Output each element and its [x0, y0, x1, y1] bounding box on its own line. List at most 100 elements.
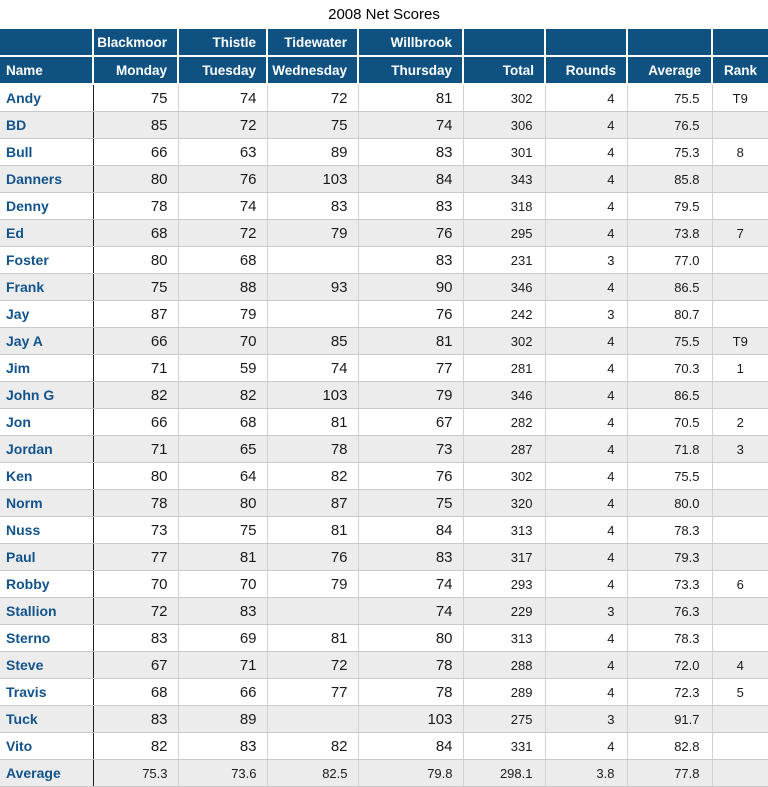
player-name: Norm: [0, 489, 94, 517]
average-value: 80.7: [627, 300, 713, 328]
player-name: Jon: [0, 408, 94, 436]
score-tuesday: 71: [178, 651, 268, 679]
table-row: John G 82 82 103 79 346 4 86.5: [0, 381, 768, 409]
score-tuesday: 75: [178, 516, 268, 544]
score-monday: 71: [93, 435, 179, 463]
average-value: 86.5: [627, 381, 713, 409]
score-thursday: 78: [358, 678, 464, 706]
score-wednesday: 82: [267, 732, 359, 760]
score-tuesday: 59: [178, 354, 268, 382]
rank-value: T9: [712, 327, 768, 355]
table-row: Steve 67 71 72 78 288 4 72.0 4: [0, 651, 768, 679]
player-name: Paul: [0, 543, 94, 571]
table-row: Foster 80 68 83 231 3 77.0: [0, 246, 768, 274]
total-value: 231: [463, 246, 546, 274]
score-monday: 68: [93, 678, 179, 706]
net-scores-table: Blackmoor Thistle Tidewater Willbrook Na…: [0, 29, 768, 787]
table-row: Danners 80 76 103 84 343 4 85.8: [0, 165, 768, 193]
rounds-value: 4: [545, 732, 628, 760]
score-tuesday: 82: [178, 381, 268, 409]
table-row: Jon 66 68 81 67 282 4 70.5 2: [0, 408, 768, 436]
score-wednesday: 75: [267, 111, 359, 139]
score-tuesday: 74: [178, 192, 268, 220]
rank-value: 4: [712, 651, 768, 679]
table-row: Nuss 73 75 81 84 313 4 78.3: [0, 516, 768, 544]
total-value: 295: [463, 219, 546, 247]
score-wednesday: 93: [267, 273, 359, 301]
score-thursday: 76: [358, 219, 464, 247]
rounds-value: 4: [545, 570, 628, 598]
average-value: 78.3: [627, 516, 713, 544]
table-row: Robby 70 70 79 74 293 4 73.3 6: [0, 570, 768, 598]
score-wednesday: 82.5: [267, 759, 359, 787]
rounds-value: 4: [545, 381, 628, 409]
score-thursday: 79: [358, 381, 464, 409]
rounds-value: 4: [545, 408, 628, 436]
player-name: Jay: [0, 300, 94, 328]
average-value: 71.8: [627, 435, 713, 463]
total-value: 318: [463, 192, 546, 220]
course-header-blank-total: [463, 29, 546, 57]
rank-value: [712, 489, 768, 517]
rounds-value: 4: [545, 651, 628, 679]
score-tuesday: 63: [178, 138, 268, 166]
player-name: Nuss: [0, 516, 94, 544]
score-thursday: 67: [358, 408, 464, 436]
player-name: Danners: [0, 165, 94, 193]
score-wednesday: 83: [267, 192, 359, 220]
average-value: 85.8: [627, 165, 713, 193]
page-title: 2008 Net Scores: [328, 6, 440, 23]
average-value: 72.3: [627, 678, 713, 706]
average-value: 73.3: [627, 570, 713, 598]
total-value: 293: [463, 570, 546, 598]
player-name: Stallion: [0, 597, 94, 625]
total-value: 320: [463, 489, 546, 517]
course-header-blank-average: [627, 29, 713, 57]
score-monday: 75: [93, 84, 179, 112]
rounds-value: 4: [545, 678, 628, 706]
column-header-average: Average: [627, 56, 713, 85]
rank-value: 2: [712, 408, 768, 436]
course-header-row: Blackmoor Thistle Tidewater Willbrook: [0, 29, 768, 57]
total-value: 302: [463, 327, 546, 355]
rounds-value: 3.8: [545, 759, 628, 787]
rounds-value: 4: [545, 138, 628, 166]
score-monday: 72: [93, 597, 179, 625]
average-value: 86.5: [627, 273, 713, 301]
score-monday: 83: [93, 624, 179, 652]
table-row: Jay A 66 70 85 81 302 4 75.5 T9: [0, 327, 768, 355]
player-name: Frank: [0, 273, 94, 301]
course-header-blank-rounds: [545, 29, 628, 57]
score-wednesday: 81: [267, 624, 359, 652]
table-row: Vito 82 83 82 84 331 4 82.8: [0, 732, 768, 760]
average-value: 70.3: [627, 354, 713, 382]
table-row: Ed 68 72 79 76 295 4 73.8 7: [0, 219, 768, 247]
average-value: 75.5: [627, 327, 713, 355]
score-thursday: 83: [358, 192, 464, 220]
score-wednesday: 81: [267, 516, 359, 544]
score-thursday: 75: [358, 489, 464, 517]
score-wednesday: 79: [267, 219, 359, 247]
average-value: 75.5: [627, 462, 713, 490]
average-value: 75.3: [627, 138, 713, 166]
total-value: 346: [463, 273, 546, 301]
score-monday: 80: [93, 462, 179, 490]
score-thursday: 76: [358, 462, 464, 490]
score-monday: 78: [93, 192, 179, 220]
score-thursday: 74: [358, 597, 464, 625]
average-value: 82.8: [627, 732, 713, 760]
rank-value: [712, 165, 768, 193]
score-tuesday: 74: [178, 84, 268, 112]
total-value: 275: [463, 705, 546, 733]
total-value: 313: [463, 624, 546, 652]
score-wednesday: [267, 705, 359, 733]
rank-value: [712, 597, 768, 625]
table-row: Andy 75 74 72 81 302 4 75.5 T9: [0, 84, 768, 112]
score-thursday: 74: [358, 111, 464, 139]
rounds-value: 4: [545, 489, 628, 517]
rank-value: [712, 516, 768, 544]
rank-value: [712, 624, 768, 652]
rounds-value: 4: [545, 273, 628, 301]
score-wednesday: [267, 300, 359, 328]
